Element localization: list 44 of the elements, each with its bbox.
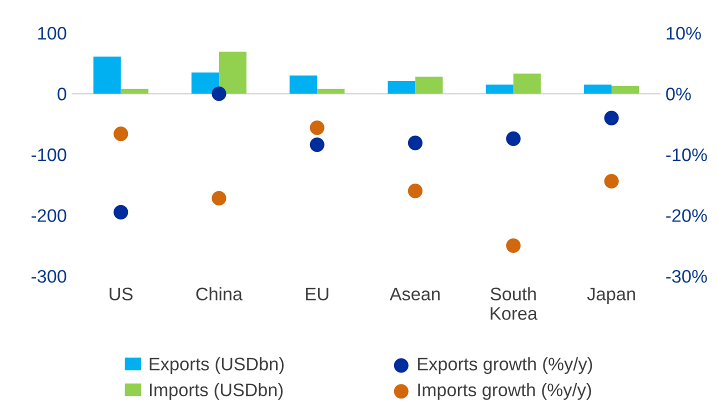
point xyxy=(408,184,423,198)
bar xyxy=(486,84,514,94)
bar xyxy=(584,84,612,94)
bar xyxy=(93,56,121,94)
legend-label: Exports (USDbn) xyxy=(150,357,284,374)
point xyxy=(604,174,619,189)
legend-label: Imports (USDbn) xyxy=(150,383,283,400)
x-tick-label: China xyxy=(196,287,243,300)
bar xyxy=(611,86,639,94)
bar xyxy=(218,52,246,94)
point xyxy=(310,137,324,152)
bar xyxy=(290,76,318,94)
point xyxy=(506,238,521,253)
point xyxy=(114,126,128,142)
x-tick-label: EU xyxy=(306,288,328,300)
point xyxy=(604,110,619,126)
point xyxy=(114,204,128,220)
point xyxy=(506,131,521,146)
x-tick-label: South Korea xyxy=(490,287,538,320)
bar xyxy=(388,80,416,94)
legend-label: Exports growth (%y/y) xyxy=(418,357,592,374)
point xyxy=(408,136,423,150)
y-tick-label: -100 xyxy=(32,148,66,162)
y2-tick-label: -20% xyxy=(666,209,707,222)
x-tick-label: US xyxy=(110,288,133,300)
bar xyxy=(317,88,345,94)
legend-label: Imports growth (%y/y) xyxy=(418,383,592,400)
y-tick-label: 0 xyxy=(58,88,66,100)
point xyxy=(212,86,226,102)
y2-tick-label: 0% xyxy=(666,88,691,100)
x-tick-label: Asean xyxy=(390,288,440,300)
bar xyxy=(513,74,541,94)
bar xyxy=(120,88,148,94)
y-tick-label: -200 xyxy=(32,209,66,222)
x-tick-label: Japan xyxy=(587,288,635,304)
y2-tick-label: 10% xyxy=(666,26,701,40)
bar xyxy=(415,76,443,94)
y2-tick-label: -30% xyxy=(666,270,707,283)
point xyxy=(212,190,226,206)
y-tick-label: 100 xyxy=(38,26,66,40)
bar xyxy=(192,72,219,94)
y-tick-label: -300 xyxy=(32,270,66,283)
point xyxy=(310,120,324,136)
y2-tick-label: -10% xyxy=(666,148,707,162)
